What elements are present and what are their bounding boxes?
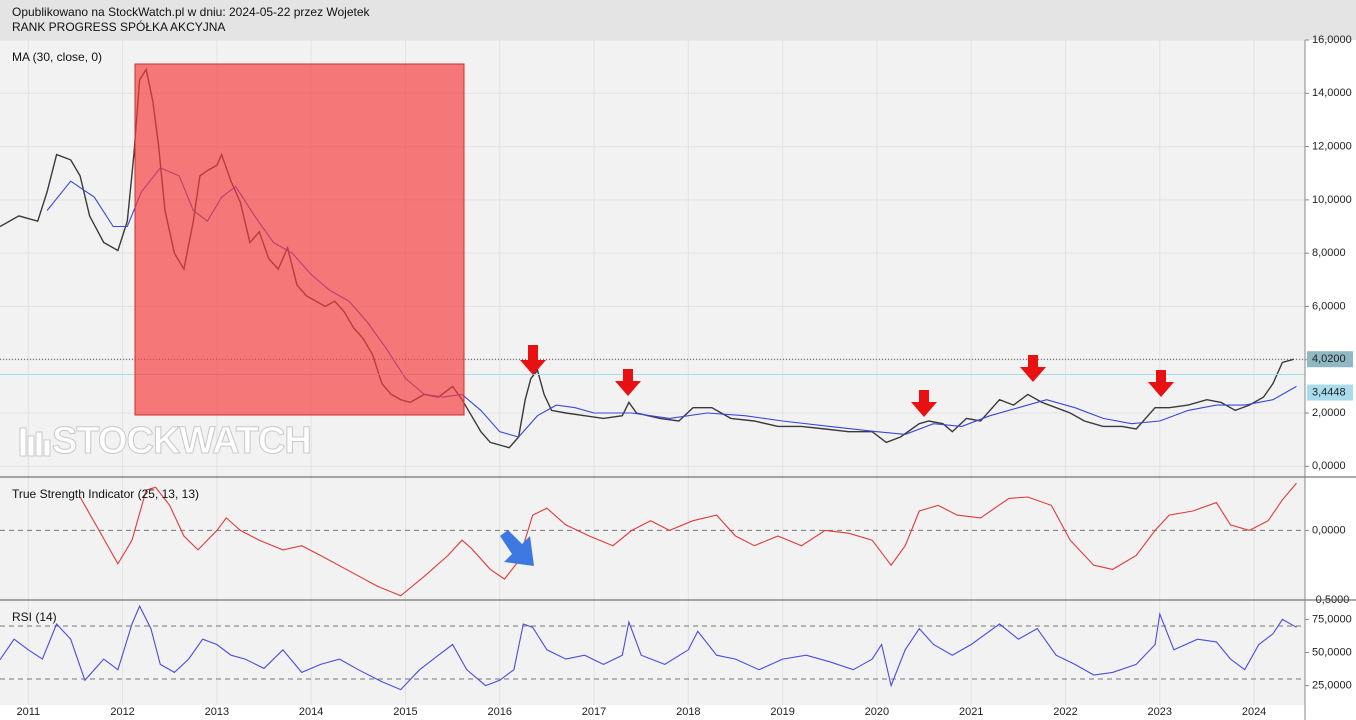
x-tick-label: 2018 — [676, 706, 700, 718]
arrow — [1020, 355, 1046, 382]
price-label: 4,0200 — [1312, 353, 1346, 365]
x-tick-label: 2017 — [582, 706, 606, 718]
arrow — [1148, 370, 1174, 397]
y-tick-label: 16,0000 — [1312, 34, 1352, 46]
price-label-box — [1307, 384, 1353, 401]
y-tick-label: 2,0000 — [1312, 407, 1346, 419]
watermark: STOCKWATCH — [19, 420, 312, 463]
y-tick-label: 14,0000 — [1312, 87, 1352, 99]
arrows — [520, 345, 1174, 417]
y-tick-label: 0,0000 — [1312, 460, 1346, 472]
panel — [0, 477, 1305, 600]
arrow — [615, 369, 641, 396]
header-bar — [0, 0, 1356, 40]
x-tick-label: 2022 — [1053, 706, 1077, 718]
y-tick-label: 50,0000 — [1312, 646, 1352, 658]
series-line — [79, 482, 1297, 597]
x-tick-label: 2013 — [205, 706, 229, 718]
company-name: RANK PROGRESS SPÓŁKA AKCYJNA — [12, 19, 225, 34]
y-tick-label: 0,0000 — [1312, 524, 1346, 536]
arrow — [520, 345, 546, 375]
x-tick-label: 2014 — [299, 706, 323, 718]
x-tick-label: 2011 — [16, 706, 40, 718]
x-tick-label: 2015 — [393, 706, 417, 718]
published-note: Opublikowano na StockWatch.pl w dniu: 20… — [12, 5, 371, 19]
price-label: 3,4448 — [1312, 386, 1346, 398]
y-tick-label: 6,0000 — [1312, 300, 1346, 312]
panel-title: True Strength Indicator (25, 13, 13) — [12, 487, 199, 501]
x-tick-label: 2023 — [1148, 706, 1172, 718]
x-tick-label: 2019 — [770, 706, 794, 718]
watermark-text: STOCKWATCH — [52, 420, 311, 462]
panel — [0, 600, 1305, 705]
axis-background — [1305, 40, 1356, 720]
series-line — [0, 604, 1297, 691]
x-tick-label: 2021 — [959, 706, 983, 718]
blue-arrow — [500, 530, 534, 566]
panel-title: MA (30, close, 0) — [12, 50, 102, 64]
arrow — [911, 390, 937, 417]
y-tick-label: 12,0000 — [1312, 140, 1352, 152]
x-tick-label: 2016 — [488, 706, 512, 718]
x-tick-label: 2024 — [1242, 706, 1266, 718]
x-axis-background — [0, 705, 1305, 720]
y-tick-label: 75,0000 — [1312, 613, 1352, 625]
price-label-box — [1307, 351, 1353, 368]
y-tick-label: 8,0000 — [1312, 247, 1346, 259]
panel-title: RSI (14) — [12, 610, 57, 624]
x-tick-label: 2020 — [865, 706, 889, 718]
highlight-box — [134, 63, 465, 416]
y-tick-label: 10,0000 — [1312, 194, 1352, 206]
x-tick-label: 2012 — [110, 706, 134, 718]
y-tick-label: 25,0000 — [1312, 680, 1352, 692]
